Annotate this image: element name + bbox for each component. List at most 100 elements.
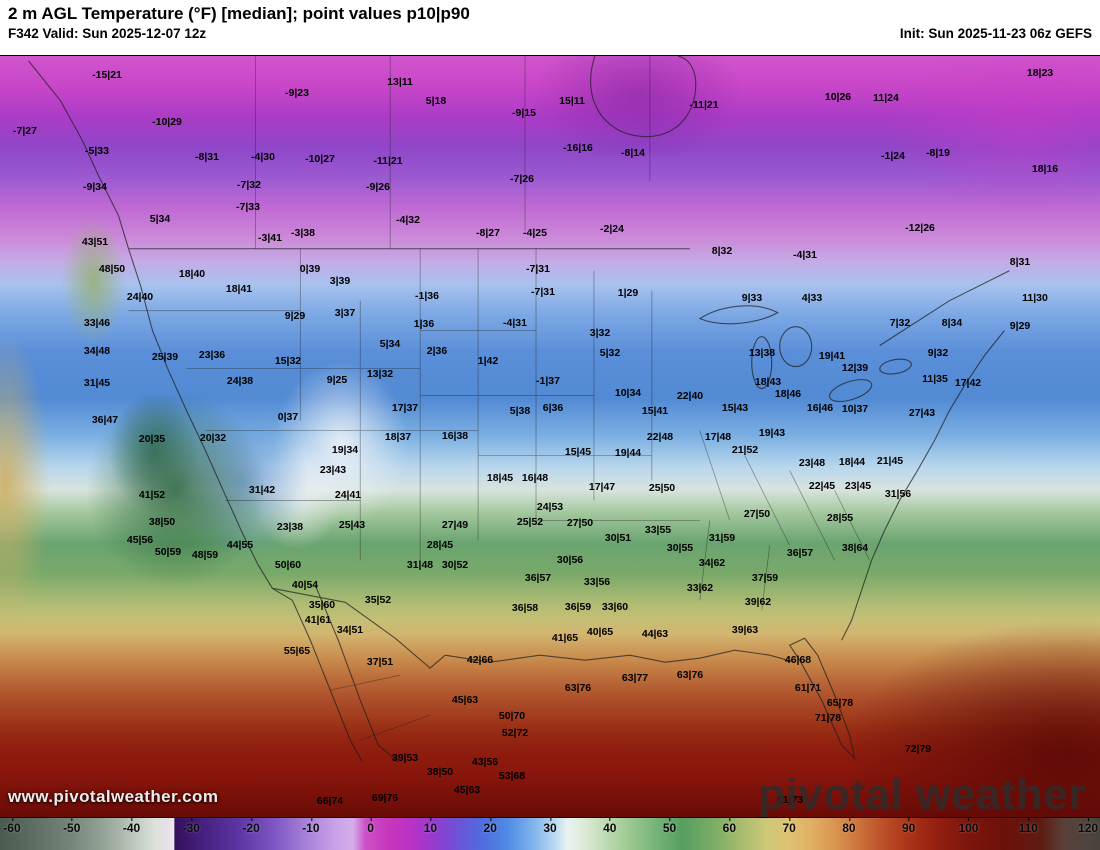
point-value: 7|32 — [889, 316, 911, 329]
point-value: -1|36 — [415, 289, 439, 302]
point-value: 16|48 — [521, 472, 549, 485]
point-value: 18|45 — [486, 472, 514, 485]
point-value: 24|41 — [334, 489, 362, 502]
colorbar-tick-label: -20 — [242, 818, 260, 835]
point-value: 48|59 — [191, 549, 219, 562]
map-title: 2 m AGL Temperature (°F) [median]; point… — [8, 4, 470, 23]
point-value: 13|32 — [366, 367, 394, 380]
point-value: -7|26 — [510, 172, 534, 185]
point-value: 21|45 — [876, 455, 904, 468]
colorbar-tick-label: 60 — [722, 818, 737, 835]
point-value: -7|31 — [526, 262, 550, 275]
point-value: 37|51 — [366, 655, 394, 668]
point-value: 6|36 — [542, 401, 564, 414]
point-value: 1|29 — [617, 286, 639, 299]
point-value: 10|34 — [614, 386, 642, 399]
colorbar-tick-label: 100 — [958, 818, 979, 835]
point-value: 23|48 — [798, 457, 826, 470]
point-value: 34|48 — [83, 344, 111, 357]
point-value: 9|33 — [741, 291, 763, 304]
point-value: 37|59 — [751, 572, 779, 585]
point-value: 8|34 — [941, 316, 963, 329]
point-value: 3|39 — [329, 274, 351, 287]
point-value: 17|48 — [704, 430, 732, 443]
point-value: 5|32 — [599, 346, 621, 359]
point-value: -8|19 — [926, 146, 950, 159]
point-value: -10|27 — [305, 152, 335, 165]
map-subheader: F342 Valid: Sun 2025-12-07 12z Init: Sun… — [8, 26, 1092, 41]
point-value: 63|77 — [621, 671, 649, 684]
point-value: 25|39 — [151, 350, 179, 363]
point-value: 24|40 — [126, 290, 154, 303]
point-value: 24|53 — [536, 501, 564, 514]
point-value: 63|76 — [676, 668, 704, 681]
point-value: -15|21 — [92, 68, 122, 81]
point-value: 33|56 — [583, 576, 611, 589]
point-value: 34|51 — [336, 623, 364, 636]
point-value: 5|38 — [509, 404, 531, 417]
point-value: 45|63 — [451, 693, 479, 706]
point-value: 27|50 — [566, 517, 594, 530]
colorbar-tick-label: 10 — [423, 818, 438, 835]
point-value: 71|78 — [814, 711, 842, 724]
point-value: 36|47 — [91, 413, 119, 426]
point-value: 9|32 — [927, 346, 949, 359]
point-value: 72|79 — [904, 742, 932, 755]
point-value: 8|31 — [1009, 255, 1031, 268]
point-value: 39|63 — [731, 623, 759, 636]
point-value: -11|21 — [373, 154, 403, 167]
point-value: -11|21 — [689, 98, 719, 111]
forecast-valid-time: F342 Valid: Sun 2025-12-07 12z — [8, 26, 207, 42]
point-value: 66|74 — [316, 794, 344, 807]
point-value: 17|47 — [588, 481, 616, 494]
point-value: -2|24 — [600, 222, 624, 235]
point-value: 31|42 — [248, 484, 276, 497]
point-value: 33|62 — [686, 582, 714, 595]
point-value: -5|33 — [85, 144, 109, 157]
point-value: 33|46 — [83, 316, 111, 329]
point-value: 34|62 — [698, 557, 726, 570]
point-value: -4|32 — [396, 213, 420, 226]
point-value: -4|31 — [793, 248, 817, 261]
point-value: 41|52 — [138, 489, 166, 502]
point-value: 46|68 — [784, 653, 812, 666]
point-value: 24|38 — [226, 374, 254, 387]
point-value: 27|50 — [743, 508, 771, 521]
point-value: 36|57 — [524, 572, 552, 585]
point-value: 3|32 — [589, 326, 611, 339]
point-value: 35|52 — [364, 594, 392, 607]
point-value: 17|42 — [954, 376, 982, 389]
colorbar-tick-label: 80 — [842, 818, 856, 835]
point-value: -16|16 — [563, 141, 593, 154]
point-value: -8|31 — [195, 150, 219, 163]
point-value: 27|49 — [441, 519, 469, 532]
point-value: 44|55 — [226, 539, 254, 552]
point-value: 18|41 — [225, 282, 253, 295]
point-value: 11|24 — [873, 91, 899, 104]
state-borders — [128, 56, 870, 741]
point-value: 5|34 — [379, 337, 401, 350]
point-value: 1|42 — [477, 354, 499, 367]
colorbar-tick-label: 20 — [483, 818, 497, 835]
map-canvas[interactable]: -15|21 -9|23 13|11 5|18 -9|15 15|11 -11|21 10|2… — [0, 55, 1100, 817]
temperature-colorbar: -60 -50 -40 -30 -20 -10 0 10 20 30 40 50 60 70 80 90 100… — [0, 817, 1100, 850]
point-value: -9|26 — [366, 180, 390, 193]
point-value: -10|29 — [152, 115, 182, 128]
point-value: 45|63 — [453, 783, 481, 796]
point-value: 43|51 — [81, 235, 109, 248]
point-value: -3|38 — [291, 226, 315, 239]
point-value: -1|37 — [536, 374, 560, 387]
point-value: -4|25 — [523, 226, 547, 239]
point-value: 55|65 — [283, 644, 311, 657]
point-value: 36|57 — [786, 547, 814, 560]
point-value: 30|51 — [604, 532, 632, 545]
point-value: 19|44 — [614, 447, 642, 460]
point-value: 40|65 — [586, 625, 614, 638]
point-value: -9|34 — [83, 180, 107, 193]
point-value: 25|52 — [516, 516, 544, 529]
point-value: -4|30 — [251, 150, 275, 163]
point-value: 30|55 — [666, 542, 694, 555]
point-value: 30|56 — [556, 554, 584, 567]
point-value: 2|36 — [426, 344, 448, 357]
